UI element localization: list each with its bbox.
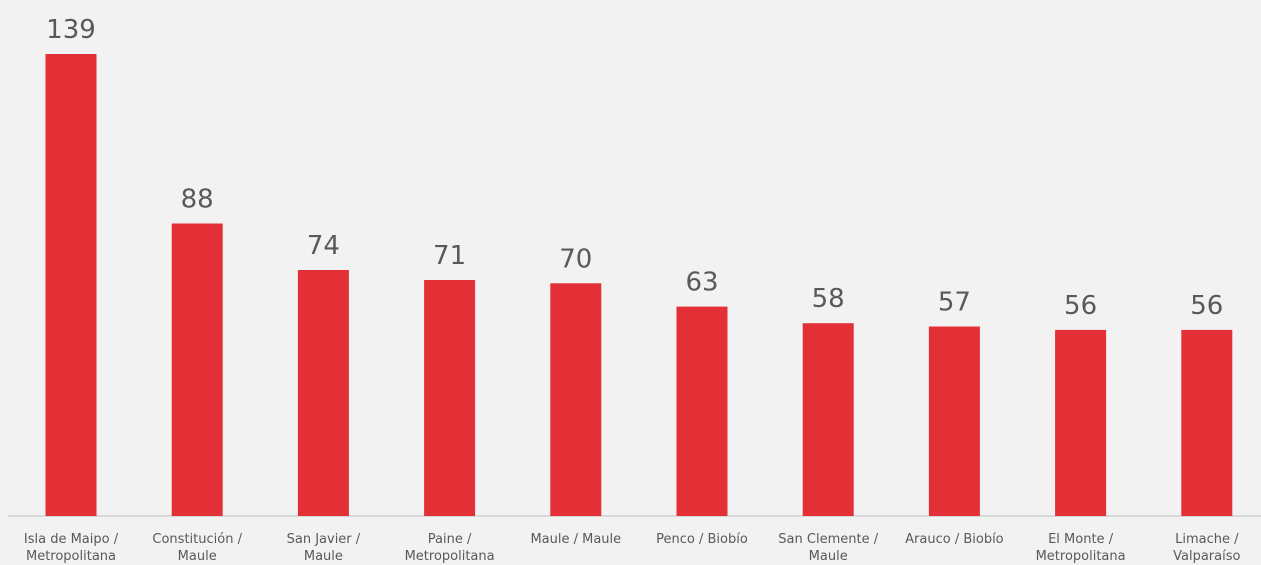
category-label-line: Limache /	[1175, 532, 1239, 547]
bar-3	[424, 280, 476, 516]
bar-value-label-1: 88	[181, 185, 214, 215]
bar-7	[928, 326, 980, 516]
category-labels-group: Isla de Maipo / Metropolitana Constitución…	[24, 532, 1241, 564]
bar-8	[1055, 329, 1107, 516]
bar-value-label-9: 56	[1190, 291, 1223, 321]
category-label-line: Maule	[304, 549, 343, 564]
category-label-line: El Monte /	[1048, 532, 1114, 547]
category-label-line: Maule	[178, 549, 217, 564]
bar-value-label-5: 63	[685, 268, 718, 298]
category-label-line: Metropolitana	[26, 549, 116, 564]
category-label-7: Arauco / Biobío	[905, 532, 1004, 547]
bar-6	[802, 323, 854, 516]
category-label-line: Paine /	[428, 532, 472, 547]
data-labels-group: 139 88 74 71 70 63 58 57 56 56	[46, 15, 1223, 321]
category-label-line: Maule	[809, 549, 848, 564]
bar-0	[45, 54, 97, 516]
category-label-line: Valparaíso	[1173, 549, 1240, 564]
bar-value-label-6: 58	[812, 284, 845, 314]
category-label-line: Penco / Biobío	[656, 532, 748, 547]
category-label-5: Penco / Biobío	[656, 532, 748, 547]
category-label-9: Limache / Valparaíso	[1173, 532, 1240, 564]
bars-group	[45, 54, 1233, 516]
category-label-line: Isla de Maipo /	[24, 532, 119, 547]
category-label-3: Paine / Metropolitana	[405, 532, 495, 564]
category-label-8: El Monte / Metropolitana	[1036, 532, 1126, 564]
bar-value-label-8: 56	[1064, 291, 1097, 321]
bar-value-label-7: 57	[938, 288, 971, 318]
bar-1	[171, 223, 223, 516]
bar-9	[1181, 329, 1233, 516]
category-label-line: Maule / Maule	[530, 532, 621, 547]
category-label-1: Constitución / Maule	[152, 532, 242, 564]
bar-value-label-2: 74	[307, 231, 340, 261]
category-label-line: Constitución /	[152, 532, 242, 547]
category-label-line: Metropolitana	[1036, 549, 1126, 564]
bar-value-label-3: 71	[433, 241, 466, 271]
bar-4	[550, 283, 602, 516]
bar-value-label-4: 70	[559, 244, 592, 274]
category-label-line: Metropolitana	[405, 549, 495, 564]
bar-2	[297, 270, 349, 516]
category-label-6: San Clemente / Maule	[778, 532, 878, 564]
category-label-2: San Javier / Maule	[287, 532, 361, 564]
category-label-line: San Clemente /	[778, 532, 878, 547]
category-label-line: Arauco / Biobío	[905, 532, 1004, 547]
category-label-0: Isla de Maipo / Metropolitana	[24, 532, 119, 564]
category-label-4: Maule / Maule	[530, 532, 621, 547]
category-label-line: San Javier /	[287, 532, 361, 547]
bar-5	[676, 306, 728, 516]
bar-value-label-0: 139	[46, 15, 96, 45]
